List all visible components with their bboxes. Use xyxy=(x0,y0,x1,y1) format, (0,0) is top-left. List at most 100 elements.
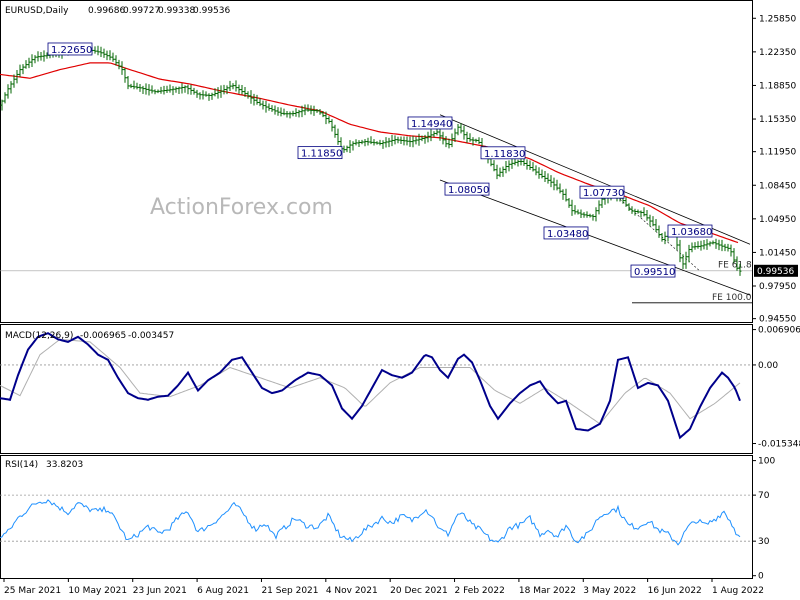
ohlc-bar xyxy=(411,135,415,148)
ohlc-bar xyxy=(567,198,571,208)
x-tick-label: 21 Sep 2021 xyxy=(261,586,318,596)
ohlc-bar xyxy=(534,165,538,176)
ohlc-bar xyxy=(225,85,229,95)
channel-lower-line xyxy=(439,179,751,296)
price-annotation: 1.11830 xyxy=(480,146,526,160)
ohlc-bar xyxy=(522,158,526,166)
price-annotation: 1.08050 xyxy=(444,182,490,196)
ohlc-bar xyxy=(192,87,196,95)
x-tick-label: 23 Jun 2021 xyxy=(133,586,187,596)
ohlc-bar xyxy=(693,242,697,250)
price-y-tick-label: 1.04950 xyxy=(759,215,796,225)
price-header: EURUSD,Daily 0.99686 0.99727 0.99338 0.9… xyxy=(2,3,230,16)
ohlc-bar xyxy=(150,85,154,94)
ohlc-bar xyxy=(456,124,460,136)
ohlc-bar xyxy=(708,241,712,247)
ohlc-bar xyxy=(459,123,463,134)
ohlc-bar xyxy=(93,46,97,54)
svg-text:1.08050: 1.08050 xyxy=(448,185,489,196)
ohlc-bar xyxy=(270,105,274,112)
ohlc-bar xyxy=(12,74,16,88)
price-annotation: 0.99510 xyxy=(630,264,676,278)
price-annotation: 1.03680 xyxy=(667,224,713,238)
ohlc-bar xyxy=(363,138,367,147)
ohlc-bar xyxy=(111,52,115,62)
ohlc-bar xyxy=(468,133,472,142)
x-tick-label: 3 May 2022 xyxy=(583,586,636,596)
ohlc-bar xyxy=(405,136,409,146)
ohlc-bar xyxy=(642,207,646,217)
rsi-y-tick-label: 0 xyxy=(758,572,764,582)
ohlc-bar xyxy=(495,164,499,180)
ohlc-bar xyxy=(147,84,151,96)
ohlc-bar xyxy=(243,87,247,97)
ohlc-bar xyxy=(189,84,193,95)
ohlc-bar xyxy=(123,67,127,83)
macd-panel-frame xyxy=(0,324,753,454)
ohlc-bar xyxy=(246,91,250,99)
ohlc-bar xyxy=(282,108,286,116)
ohlc-bar xyxy=(678,239,682,263)
ohlc-bar xyxy=(453,128,457,143)
ohlc-bar xyxy=(201,90,205,100)
price-annotation: 1.14940 xyxy=(407,116,453,130)
ohlc-bar xyxy=(627,203,631,212)
ohlc-bar xyxy=(102,48,106,58)
price-y-axis: 1.25850 1.22350 1.18850 1.15350 1.11950 1.084… xyxy=(752,14,798,325)
macd-value: -0.006965 xyxy=(80,331,126,341)
x-tick-label: 20 Dec 2021 xyxy=(390,586,448,596)
ohlc-bar xyxy=(684,251,688,269)
ohlc-bar xyxy=(261,100,265,110)
ohlc-bar xyxy=(333,124,337,138)
ohlc-bar xyxy=(30,54,34,68)
ohlc-bar xyxy=(249,90,253,104)
ohlc-bar xyxy=(258,98,262,107)
macd-signal-value: -0.003457 xyxy=(128,331,174,341)
price-panel-frame xyxy=(0,0,753,323)
ohlc-bar xyxy=(204,91,208,97)
ohlc-bar xyxy=(660,232,664,242)
ohlc-bar xyxy=(354,139,358,146)
ohlc-bar xyxy=(0,99,4,111)
ohlc-bar xyxy=(645,209,649,221)
ohlc-bar xyxy=(336,128,340,145)
macd-signal-line xyxy=(0,338,741,425)
ohlc-bar xyxy=(711,240,715,245)
ohlc-bar xyxy=(516,159,520,167)
ohlc-bar xyxy=(186,84,190,95)
ohlc-bar xyxy=(408,136,412,147)
ohlc-bar xyxy=(465,131,469,143)
ohlc-bar xyxy=(330,119,334,132)
ohlc-bar xyxy=(429,129,433,142)
ohlc-bar xyxy=(519,159,523,166)
ohlc-bar xyxy=(588,213,592,218)
ohlc-bar xyxy=(717,239,721,251)
ohlc-bar xyxy=(636,209,640,214)
rsi-y-tick-label: 70 xyxy=(758,491,770,501)
ohlc-bar xyxy=(654,219,658,233)
rsi-levels xyxy=(0,494,752,542)
ohlc-bar xyxy=(159,86,163,94)
ohlc-bar xyxy=(138,83,142,92)
ohlc-bar xyxy=(729,244,733,257)
ohlc-bar xyxy=(735,256,739,271)
price-annotations: 1.22650 1.14940 1.11850 1.11830 1.08050 1.077… xyxy=(47,42,713,278)
macd-y-axis: 0.006906 0.00 -0.015348 xyxy=(752,326,800,450)
x-tick-label: 6 Aug 2021 xyxy=(197,586,249,596)
ohlc-bar xyxy=(648,214,652,227)
ohlc-open: 0.99686 xyxy=(88,6,125,16)
ohlc-bar xyxy=(582,212,586,218)
ohlc-bar xyxy=(171,86,175,96)
price-annotation: 1.22650 xyxy=(47,42,93,56)
ohlc-bar xyxy=(663,231,667,245)
ohlc-bar xyxy=(576,209,580,215)
price-bars xyxy=(0,44,742,276)
ohlc-bar xyxy=(345,145,349,153)
ohlc-bar xyxy=(594,207,598,222)
fe-label: FE 100.0 xyxy=(712,293,752,303)
ohlc-bar xyxy=(651,216,655,227)
last-price-box xyxy=(754,264,798,277)
ohlc-bar xyxy=(375,141,379,145)
ohlc-bar xyxy=(420,135,424,142)
price-y-tick-label: 1.01450 xyxy=(759,248,796,258)
